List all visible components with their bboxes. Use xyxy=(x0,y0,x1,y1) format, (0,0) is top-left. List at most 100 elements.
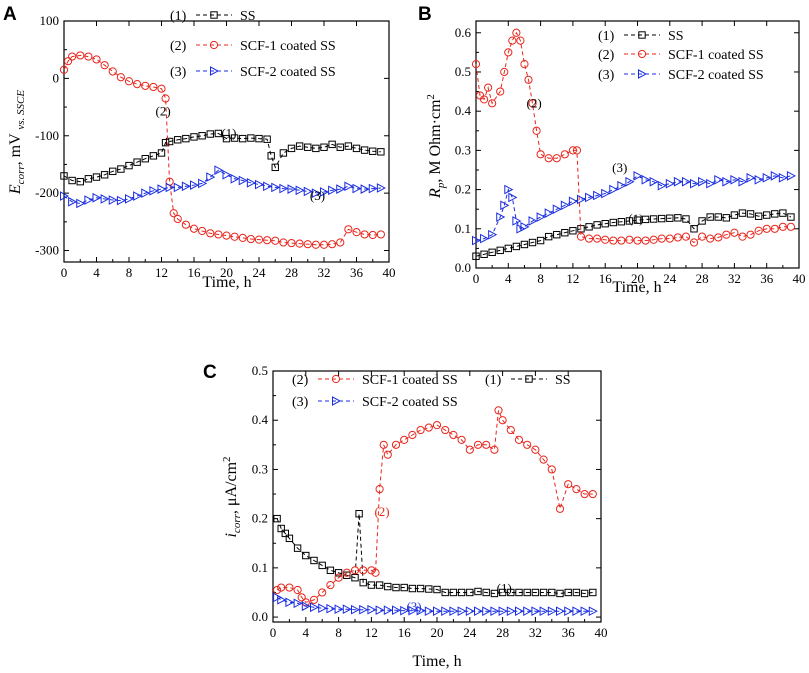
panel-c-data-point-scf-1-coated-ss xyxy=(285,583,294,592)
panel-a-data-point-scf-2-coated-ss xyxy=(198,178,208,189)
panel-c-data-point-scf-2-coated-ss xyxy=(351,604,361,615)
panel-b-y-tick-label: 0.6 xyxy=(455,25,472,40)
panel-b-legend-index-scf-2-coated-ss: (3) xyxy=(598,68,615,83)
panel-b-data-point-ss xyxy=(617,218,626,226)
panel-b-data-point-scf-2-coated-ss xyxy=(504,184,514,195)
panel-a-data-point-ss xyxy=(352,144,361,153)
panel-a-data-point-scf-2-coated-ss xyxy=(76,198,86,209)
panel-c-data-point-ss xyxy=(400,583,408,592)
panel-c-data-point-scf-1-coated-ss xyxy=(350,566,360,575)
panel-c-data-point-ss xyxy=(285,534,294,543)
panel-b-data-point-scf-1-coated-ss xyxy=(617,236,626,245)
panel-c-y-tick-label: 0.0 xyxy=(252,609,268,624)
panel-b-data-point-ss xyxy=(658,214,666,223)
panel-a-x-tick-label: 20 xyxy=(220,265,233,280)
panel-a-data-point-ss xyxy=(271,163,279,172)
panel-a-data-point-ss xyxy=(222,134,231,143)
panel-c-data-point-ss xyxy=(449,588,458,597)
panel-a-data-point-ss xyxy=(60,172,68,180)
panel-a-legend-index-scf-2-coated-ss: (3) xyxy=(170,65,187,80)
panel-c-data-point-scf-1-coated-ss xyxy=(383,450,392,459)
panel-c-x-tick-label: 8 xyxy=(335,625,342,640)
panel-c-x-tick-label: 0 xyxy=(270,625,277,640)
panel-a-legend-index-ss: (1) xyxy=(170,9,187,24)
panel-b-data-point-ss xyxy=(480,250,488,258)
panel-c-data-point-scf-2-coated-ss xyxy=(441,606,451,617)
panel-b-data-point-scf-1-coated-ss xyxy=(516,36,525,45)
panel-b-data-point-scf-2-coated-ss xyxy=(633,171,643,181)
panel-a-data-point-ss xyxy=(182,134,190,143)
panel-c-data-point-ss xyxy=(334,569,343,577)
panel-a-x-tick-label: 24 xyxy=(253,265,267,280)
panel-a-data-point-ss xyxy=(328,140,336,149)
panel-b-data-point-ss xyxy=(706,213,714,221)
panel-c-data-point-scf-2-coated-ss xyxy=(318,603,328,614)
panel-b-x-tick-label: 4 xyxy=(505,271,512,286)
panel-b-annotations: (1) (2) (3) xyxy=(527,95,644,226)
panel-a-data-point-scf-1-coated-ss xyxy=(108,67,117,76)
panel-a-y-ticks: -300 -200 -100 0 100 xyxy=(35,13,389,258)
panel-b-data-point-ss xyxy=(601,219,609,228)
panel-a-data-point-scf-2-coated-ss xyxy=(352,183,362,194)
panel-b-data-point-ss xyxy=(746,210,755,218)
panel-c-legend-index-ss: (1) xyxy=(485,373,502,388)
panel-a-data-point-scf-2-coated-ss xyxy=(108,195,118,205)
panel-b-x-tick-label: 40 xyxy=(793,271,806,286)
panel-a-series-line-scf-1-coated-ss xyxy=(63,54,381,246)
panel-b-data-point-ss xyxy=(738,209,747,217)
panel-c-data-point-scf-2-coated-ss xyxy=(547,606,557,617)
panel-a-data-point-scf-1-coated-ss xyxy=(169,209,178,218)
panel-a-data-point-scf-2-coated-ss xyxy=(190,180,200,190)
panel-c-data-point-scf-1-coated-ss xyxy=(473,440,483,449)
panel-b-data-point-scf-2-coated-ss xyxy=(593,190,603,201)
panel-c-x-tick-label: 16 xyxy=(398,625,412,640)
panel-b-data-point-scf-1-coated-ss xyxy=(706,234,715,243)
panel-c-data-point-scf-2-coated-ss xyxy=(588,606,598,617)
panel-a-data-point-scf-1-coated-ss xyxy=(206,229,215,238)
panel-b-data-point-ss xyxy=(504,244,513,253)
panel-a-data-point-scf-1-coated-ss xyxy=(352,228,361,237)
panel-a-data-point-ss xyxy=(344,142,353,150)
panel-a-data-point-scf-1-coated-ss xyxy=(254,235,264,244)
panel-b-data-point-scf-1-coated-ss xyxy=(609,236,618,245)
panel-c-data-point-scf-2-coated-ss xyxy=(334,604,344,615)
panel-a-data-point-scf-2-coated-ss xyxy=(68,196,78,207)
panel-c-data-point-ss xyxy=(457,588,466,597)
panel-c-data-point-scf-2-coated-ss xyxy=(506,606,516,617)
panel-c-data-point-scf-1-coated-ss xyxy=(506,425,515,435)
panel-c-y-axis-title: icorr, μA/cm2 xyxy=(221,456,243,537)
panel-a-data-point-ss xyxy=(76,177,84,186)
panel-a-data-point-scf-2-coated-ss xyxy=(360,184,370,194)
panel-c-data-point-ss xyxy=(367,581,376,589)
panel-c-letter: C xyxy=(203,362,217,383)
panel-a-data-point-ss xyxy=(360,146,369,154)
panel-c-data-point-ss xyxy=(392,583,400,592)
panel-c-data-point-scf-1-coated-ss xyxy=(318,588,327,597)
panel-a-data-point-ss xyxy=(174,136,182,144)
panel-a-data-point-scf-2-coated-ss xyxy=(238,175,248,186)
panel-c-data-point-ss xyxy=(474,587,482,596)
panel-b-data-point-scf-1-coated-ss xyxy=(633,236,642,245)
panel-a-data-point-ss xyxy=(68,176,76,185)
panel-b-x-ticks: 0 4 8 12 16 20 24 28 32 36 40 xyxy=(473,21,806,286)
panel-b-y-tick-label: 0.3 xyxy=(455,142,471,157)
panel-c-data-point-scf-1-coated-ss xyxy=(465,445,474,454)
panel-c-data-point-scf-2-coated-ss xyxy=(285,597,295,608)
panel-c-data-point-scf-2-coated-ss xyxy=(277,595,287,605)
panel-b-data-point-scf-1-coated-ss xyxy=(520,60,529,69)
panel-c-data-point-ss xyxy=(277,524,285,533)
panel-a-data-point-ss xyxy=(263,135,271,143)
panel-b-x-tick-label: 8 xyxy=(537,271,544,286)
panel-c-y-title-main: i xyxy=(223,533,240,537)
panel-c-data-point-scf-1-coated-ss xyxy=(441,425,450,435)
panel-a-data-point-ss xyxy=(267,152,275,160)
panel-b-data-point-ss xyxy=(609,218,617,227)
panel-c-data-point-scf-2-coated-ss xyxy=(531,606,541,617)
panel-c-y-title-sup: 2 xyxy=(221,456,233,462)
panel-a-data-point-ss xyxy=(320,143,328,151)
panel-b-data-point-scf-2-coated-ss xyxy=(738,176,748,187)
panel-b-data-point-scf-2-coated-ss xyxy=(698,176,708,187)
panel-a-x-tick-label: 12 xyxy=(155,265,168,280)
panel-b-data-point-scf-1-coated-ss xyxy=(786,222,796,231)
panel-c-data-point-scf-2-coated-ss xyxy=(498,606,508,617)
